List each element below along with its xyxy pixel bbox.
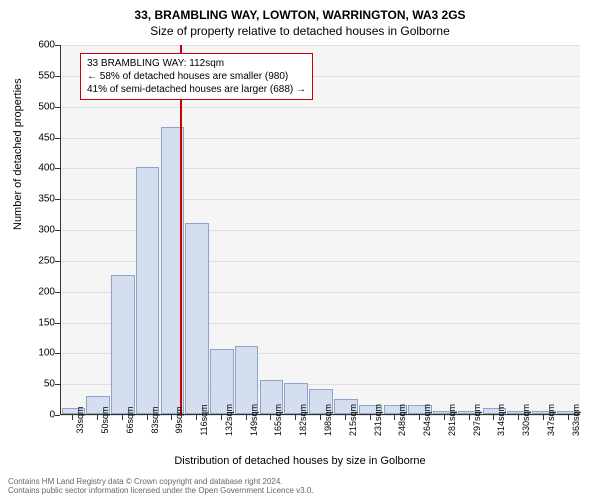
x-tick-label: 66sqm bbox=[125, 406, 135, 433]
x-tick-label: 50sqm bbox=[100, 406, 110, 433]
y-tick bbox=[55, 323, 60, 324]
x-tick-label: 215sqm bbox=[348, 404, 358, 436]
x-tick bbox=[147, 415, 148, 420]
x-tick-label: 330sqm bbox=[521, 404, 531, 436]
grid-line bbox=[61, 107, 580, 108]
y-tick-label: 350 bbox=[25, 194, 55, 205]
histogram-bar bbox=[111, 275, 135, 414]
y-tick-label: 500 bbox=[25, 101, 55, 112]
y-tick bbox=[55, 107, 60, 108]
y-tick bbox=[55, 292, 60, 293]
x-tick-label: 33sqm bbox=[75, 406, 85, 433]
x-tick-label: 116sqm bbox=[199, 404, 209, 435]
y-tick-label: 250 bbox=[25, 255, 55, 266]
x-tick-label: 281sqm bbox=[447, 404, 457, 436]
x-tick bbox=[295, 415, 296, 420]
x-tick bbox=[493, 415, 494, 420]
x-tick bbox=[345, 415, 346, 420]
x-tick-label: 99sqm bbox=[174, 406, 184, 433]
y-tick bbox=[55, 384, 60, 385]
x-tick-label: 314sqm bbox=[496, 404, 506, 436]
y-tick bbox=[55, 138, 60, 139]
x-tick-label: 165sqm bbox=[273, 404, 283, 436]
y-tick-label: 100 bbox=[25, 348, 55, 359]
x-tick bbox=[444, 415, 445, 420]
footer-line1: Contains HM Land Registry data © Crown c… bbox=[8, 477, 314, 487]
x-tick bbox=[97, 415, 98, 420]
histogram-bar bbox=[136, 167, 160, 414]
y-tick-label: 450 bbox=[25, 132, 55, 143]
x-axis-label: Distribution of detached houses by size … bbox=[0, 455, 600, 467]
x-tick bbox=[171, 415, 172, 420]
y-tick bbox=[55, 76, 60, 77]
x-tick bbox=[221, 415, 222, 420]
y-tick bbox=[55, 230, 60, 231]
x-tick-label: 363sqm bbox=[571, 404, 581, 436]
marker-line bbox=[180, 45, 182, 414]
y-tick-label: 600 bbox=[25, 40, 55, 51]
y-tick-label: 550 bbox=[25, 70, 55, 81]
x-tick bbox=[122, 415, 123, 420]
x-tick-label: 182sqm bbox=[298, 404, 308, 436]
y-tick-label: 200 bbox=[25, 286, 55, 297]
y-tick bbox=[55, 45, 60, 46]
y-axis-label: Number of detached properties bbox=[12, 78, 24, 230]
y-tick-label: 300 bbox=[25, 225, 55, 236]
grid-line bbox=[61, 138, 580, 139]
y-tick bbox=[55, 261, 60, 262]
histogram-bar bbox=[185, 223, 209, 414]
x-tick bbox=[270, 415, 271, 420]
x-tick bbox=[246, 415, 247, 420]
x-tick-label: 198sqm bbox=[323, 404, 333, 436]
plot-region bbox=[60, 45, 580, 415]
x-tick-label: 248sqm bbox=[397, 404, 407, 436]
y-tick-label: 50 bbox=[25, 379, 55, 390]
y-tick bbox=[55, 353, 60, 354]
x-tick-label: 83sqm bbox=[150, 406, 160, 433]
y-tick bbox=[55, 415, 60, 416]
x-tick bbox=[72, 415, 73, 420]
x-tick-label: 264sqm bbox=[422, 404, 432, 436]
x-tick bbox=[196, 415, 197, 420]
x-tick-label: 132sqm bbox=[224, 404, 234, 436]
x-tick bbox=[543, 415, 544, 420]
x-tick-label: 347sqm bbox=[546, 404, 556, 436]
x-tick bbox=[394, 415, 395, 420]
x-tick-label: 231sqm bbox=[373, 404, 383, 436]
x-tick-label: 149sqm bbox=[249, 404, 259, 436]
y-tick-label: 0 bbox=[25, 410, 55, 421]
x-tick-label: 297sqm bbox=[472, 404, 482, 436]
annotation-line3: 41% of semi-detached houses are larger (… bbox=[87, 83, 306, 96]
y-tick bbox=[55, 199, 60, 200]
chart-title-sub: Size of property relative to detached ho… bbox=[0, 22, 600, 38]
chart-title-main: 33, BRAMBLING WAY, LOWTON, WARRINGTON, W… bbox=[0, 0, 600, 22]
annotation-line1: 33 BRAMBLING WAY: 112sqm bbox=[87, 57, 306, 70]
y-tick-label: 400 bbox=[25, 163, 55, 174]
grid-line bbox=[61, 45, 580, 46]
annotation-line2: ← 58% of detached houses are smaller (98… bbox=[87, 70, 306, 83]
y-tick bbox=[55, 168, 60, 169]
x-tick bbox=[469, 415, 470, 420]
footer-line2: Contains public sector information licen… bbox=[8, 486, 314, 496]
y-tick-label: 150 bbox=[25, 317, 55, 328]
x-tick bbox=[518, 415, 519, 420]
x-tick bbox=[568, 415, 569, 420]
chart-area: 33 BRAMBLING WAY: 112sqm ← 58% of detach… bbox=[60, 45, 580, 415]
annotation-box: 33 BRAMBLING WAY: 112sqm ← 58% of detach… bbox=[80, 53, 313, 100]
x-tick bbox=[320, 415, 321, 420]
x-tick bbox=[370, 415, 371, 420]
footer-attribution: Contains HM Land Registry data © Crown c… bbox=[8, 477, 314, 496]
x-tick bbox=[419, 415, 420, 420]
